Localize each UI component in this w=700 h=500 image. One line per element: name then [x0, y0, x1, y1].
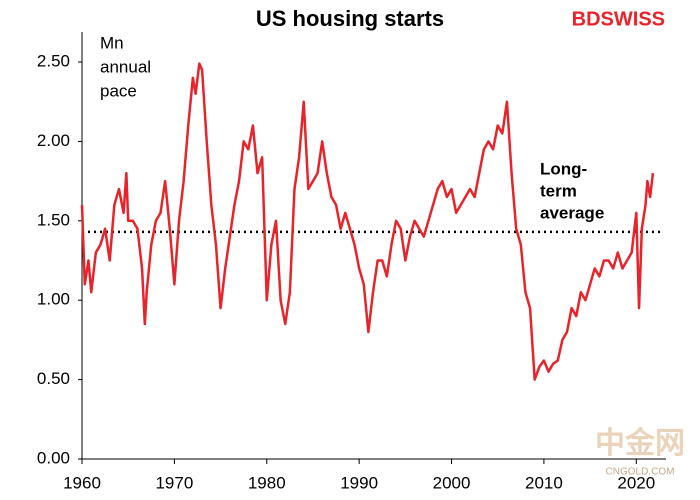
- watermark: CNGOLD.COM: [606, 467, 675, 478]
- watermark: 中金网: [595, 426, 685, 460]
- annotation: term: [540, 181, 577, 200]
- y-axis-label: pace: [100, 81, 137, 100]
- y-axis-label: annual: [100, 57, 151, 76]
- annotation: average: [540, 203, 604, 222]
- x-tick-label: 2010: [525, 473, 563, 492]
- x-tick-label: 1960: [63, 473, 101, 492]
- chart-title: US housing starts: [256, 6, 444, 31]
- x-tick-label: 1970: [155, 473, 193, 492]
- y-tick-label: 2.50: [37, 51, 70, 70]
- y-tick-label: 1.00: [37, 290, 70, 309]
- data-line: [80, 62, 655, 381]
- annotation: Long-: [540, 159, 587, 178]
- y-tick-label: 1.50: [37, 210, 70, 229]
- x-tick-label: 1980: [248, 473, 286, 492]
- brand-logo: BDSWISS: [572, 8, 665, 30]
- y-tick-label: 2.00: [37, 131, 70, 150]
- y-axis-label: Mn: [100, 33, 124, 52]
- x-tick-label: 2020: [617, 473, 655, 492]
- x-tick-label: 2000: [433, 473, 471, 492]
- y-tick-label: 0.00: [37, 448, 70, 467]
- y-tick-label: 0.50: [37, 369, 70, 388]
- x-tick-label: 1990: [340, 473, 378, 492]
